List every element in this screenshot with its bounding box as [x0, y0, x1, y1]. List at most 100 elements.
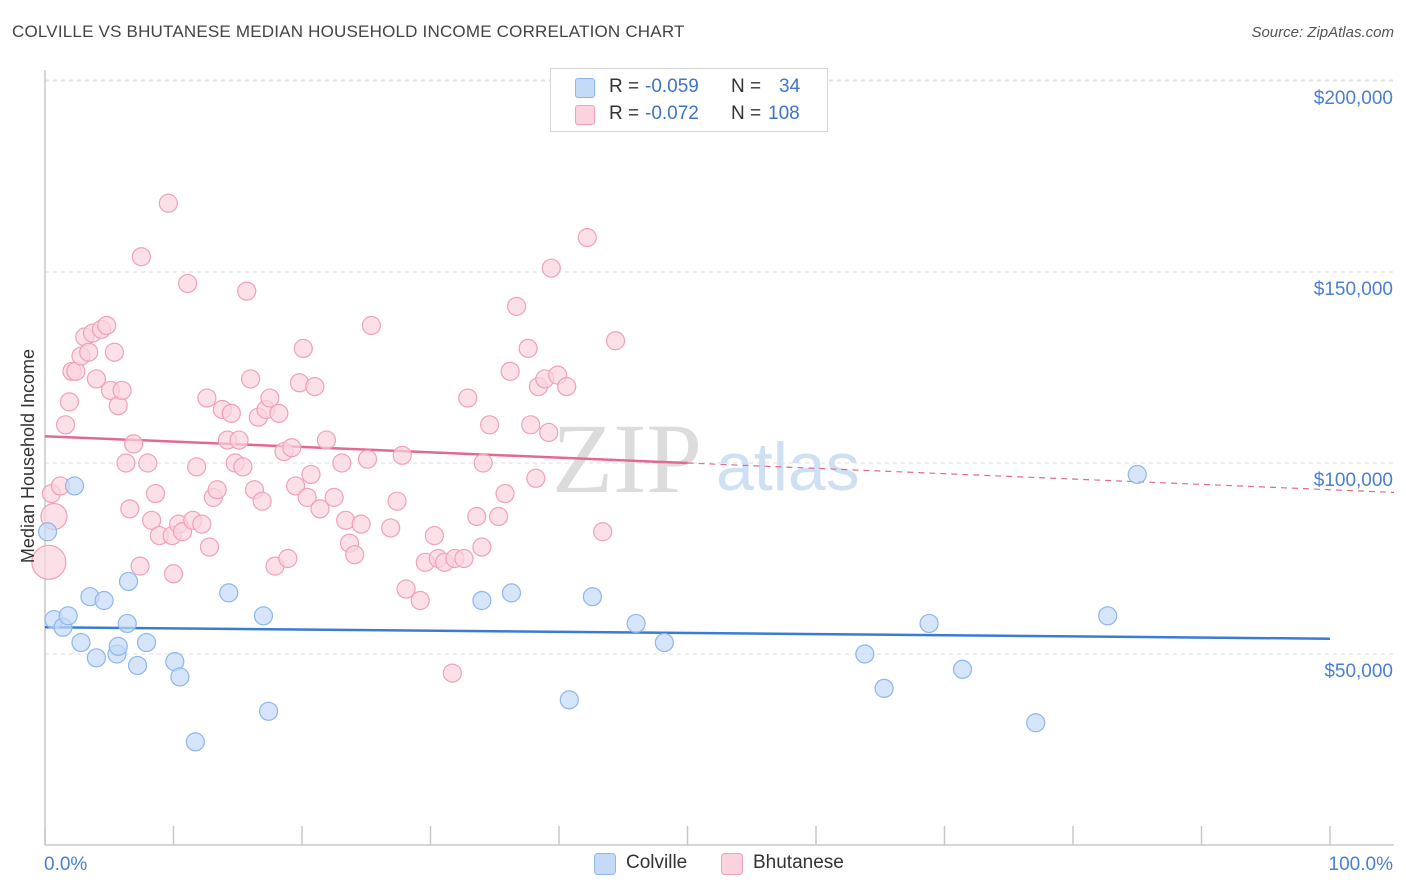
bhutanese-point — [104, 342, 124, 362]
bhutanese-point — [178, 273, 198, 294]
colville-point — [136, 632, 157, 653]
data-points — [31, 193, 1147, 752]
stats-box: R = -0.059 N = 34 R = -0.072 N = 108 — [550, 68, 828, 132]
bhutanese-point — [473, 453, 493, 473]
bhutanese-point — [31, 544, 67, 580]
bhutanese-point — [145, 483, 166, 504]
bhutanese-point — [233, 457, 253, 477]
colville-point — [1127, 464, 1147, 485]
bhutanese-point — [345, 545, 365, 565]
bhutanese-point — [357, 449, 378, 469]
colville-legend-swatch — [594, 853, 616, 875]
bhutanese-trend-extension — [687, 462, 1395, 494]
source-label: Source: ZipAtlas.com — [1251, 24, 1394, 41]
bhutanese-point — [79, 342, 99, 362]
n-value: 34 — [779, 76, 801, 97]
colville-point — [86, 648, 107, 668]
bhutanese-point — [396, 579, 416, 599]
colville-swatch — [575, 78, 595, 98]
legend: Colville Bhutanese — [0, 850, 1406, 880]
bhutanese-trend-line — [44, 435, 688, 465]
bhutanese-point — [605, 331, 626, 351]
r-label: R = — [609, 103, 640, 124]
colville-point — [654, 632, 674, 653]
bhutanese-point — [454, 548, 474, 569]
tick-labels: $50,000 $100,000 $150,000 $200,000 0.0% 100.0… — [44, 88, 1393, 875]
colville-point — [258, 701, 279, 721]
bhutanese-point — [282, 438, 302, 458]
bhutanese-point — [316, 430, 337, 450]
colville-point — [626, 613, 646, 634]
colville-point — [582, 587, 603, 607]
colville-point — [94, 590, 114, 611]
bhutanese-point — [116, 453, 136, 473]
bhutanese-point — [112, 380, 132, 401]
bhutanese-point — [192, 514, 212, 534]
bhutanese-point — [124, 434, 144, 454]
legend-label: Colville — [626, 852, 688, 873]
bhutanese-point — [138, 453, 158, 473]
bhutanese-point — [55, 415, 76, 435]
colville-point — [71, 632, 91, 653]
n-label: N = — [731, 76, 762, 97]
colville-point — [117, 613, 137, 634]
colville-point — [559, 690, 579, 710]
bhutanese-point — [237, 281, 257, 301]
bhutanese-point — [199, 537, 220, 557]
colville-point — [219, 583, 239, 603]
bhutanese-point — [260, 388, 280, 408]
x-tick-label: 100.0% — [1329, 854, 1394, 875]
colville-point — [64, 476, 85, 496]
legend-label: Bhutanese — [753, 852, 844, 873]
chart-title: COLVILLE VS BHUTANESE MEDIAN HOUSEHOLD I… — [12, 22, 685, 41]
gridlines — [45, 79, 1394, 655]
colville-point — [855, 644, 875, 664]
bhutanese-point — [392, 445, 412, 465]
bhutanese-point — [207, 480, 227, 500]
colville-point — [501, 583, 522, 603]
bhutanese-point — [387, 491, 407, 511]
bhutanese-point — [86, 369, 107, 389]
bhutanese-point — [310, 499, 330, 519]
x-tick-label: 0.0% — [44, 854, 87, 875]
bhutanese-point — [142, 510, 162, 530]
bhutanese-point — [332, 453, 352, 473]
n-value: 108 — [768, 103, 800, 124]
colville-trend-line — [44, 626, 1331, 640]
bhutanese-point — [521, 415, 541, 435]
bhutanese-point — [424, 525, 444, 546]
bhutanese-point — [221, 403, 241, 423]
bhutanese-point — [305, 377, 325, 397]
bhutanese-swatch — [575, 105, 595, 125]
y-tick-label: $150,000 — [1314, 279, 1393, 300]
bhutanese-point — [593, 522, 613, 542]
bhutanese-point — [297, 487, 317, 507]
colville-point — [185, 732, 205, 752]
colville-point — [37, 522, 58, 542]
bhutanese-point — [197, 388, 217, 408]
colville-point — [952, 659, 973, 679]
y-tick-label: $200,000 — [1314, 88, 1393, 109]
colville-point — [874, 678, 894, 698]
bhutanese-point — [241, 369, 261, 389]
bhutanese-point — [500, 361, 520, 381]
bhutanese-point — [278, 548, 298, 569]
bhutanese-point — [458, 388, 478, 408]
r-value: -0.059 — [645, 76, 699, 97]
bhutanese-point — [541, 258, 561, 278]
bhutanese-point — [518, 338, 538, 358]
bhutanese-point — [187, 457, 207, 477]
bhutanese-point — [577, 228, 597, 248]
bhutanese-point — [495, 483, 515, 504]
colville-point — [1098, 606, 1118, 626]
bhutanese-point — [361, 315, 381, 336]
r-value: -0.072 — [645, 103, 699, 124]
bhutanese-point — [526, 468, 546, 488]
colville-point — [127, 655, 148, 676]
bhutanese-point — [97, 315, 117, 336]
bhutanese-point — [480, 415, 500, 435]
bhutanese-point — [381, 518, 401, 538]
colville-point — [58, 606, 78, 626]
bhutanese-point — [557, 377, 577, 397]
colville-point — [253, 606, 274, 626]
